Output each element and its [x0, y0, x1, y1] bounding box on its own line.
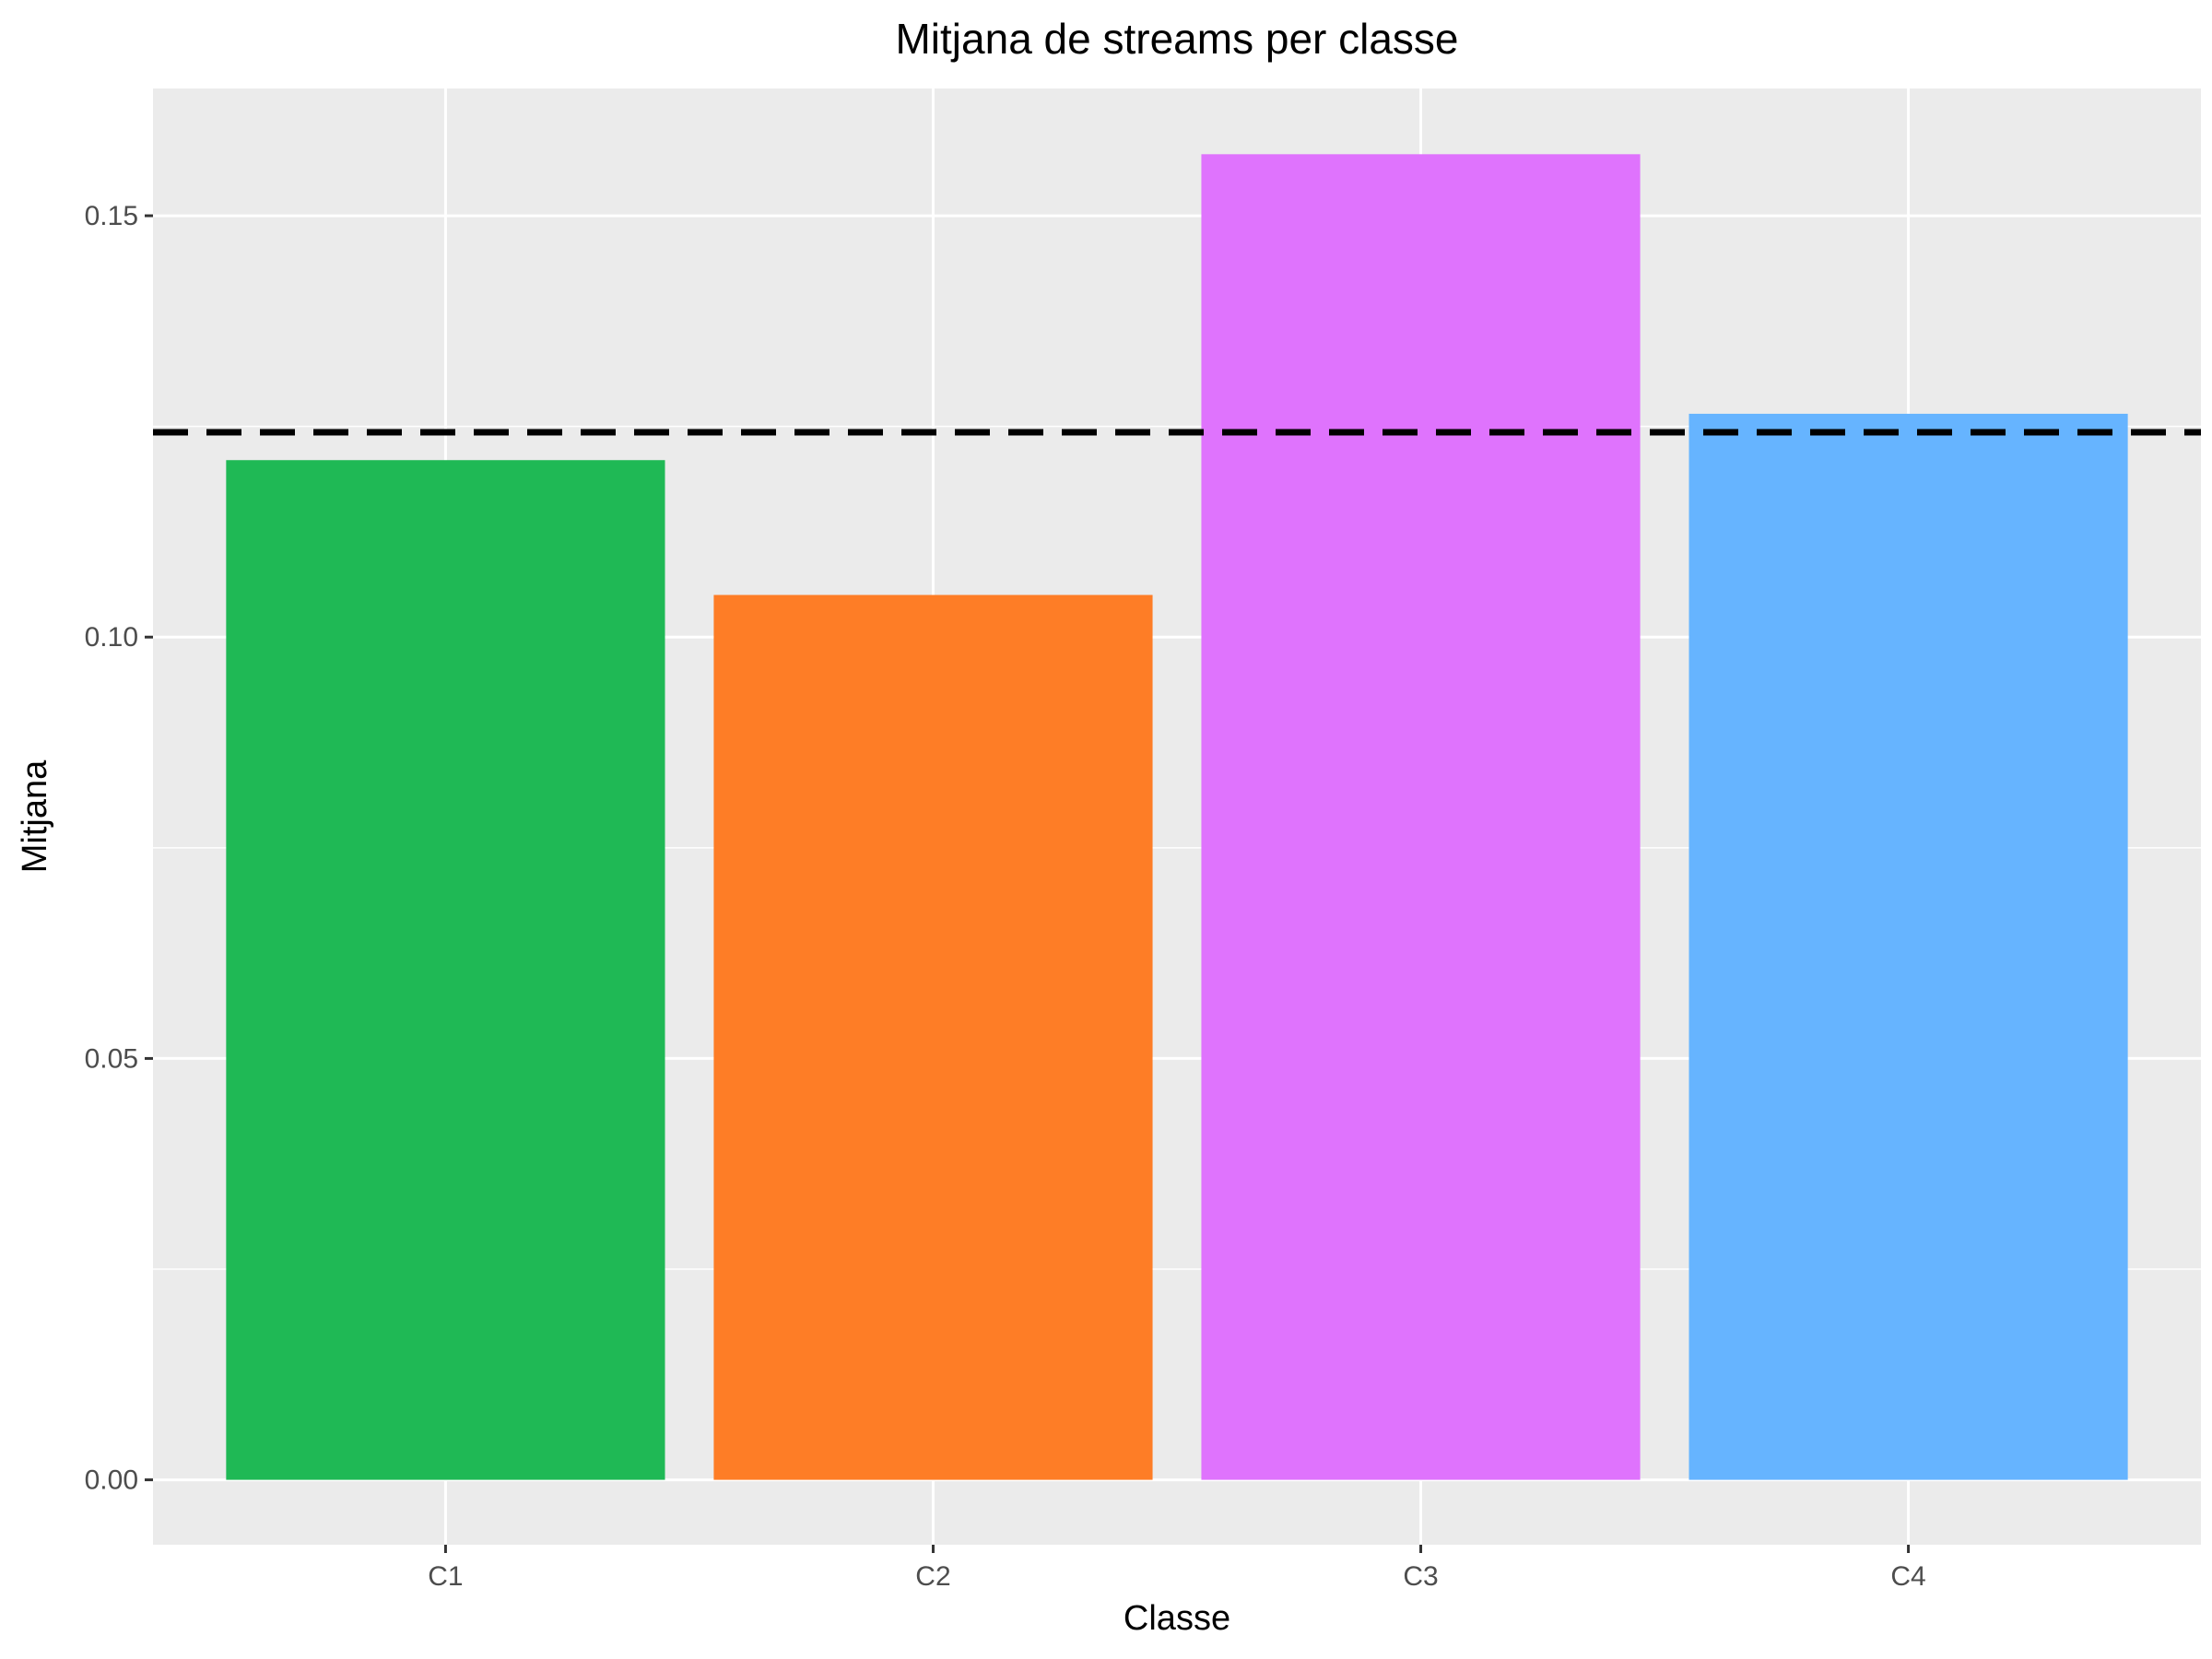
x-tick-label: C3	[1403, 1561, 1438, 1592]
bar-c4	[1688, 413, 2128, 1480]
x-tick-label: C1	[428, 1561, 463, 1592]
y-tick-label: 0.00	[85, 1465, 138, 1496]
x-axis: C1 C2 C3 C4	[428, 1545, 1926, 1592]
y-axis-title: Mitjana	[16, 759, 54, 873]
bars	[226, 154, 2128, 1480]
x-axis-title: Classe	[1124, 1599, 1230, 1638]
y-tick-label: 0.15	[85, 201, 138, 231]
y-axis: 0.00 0.05 0.10 0.15	[85, 201, 153, 1496]
chart-title: Mitjana de streams per classe	[895, 15, 1458, 63]
bar-c2	[713, 594, 1153, 1480]
bar-c1	[226, 460, 665, 1480]
bar-c3	[1201, 154, 1641, 1480]
y-tick-label: 0.05	[85, 1043, 138, 1074]
y-tick-label: 0.10	[85, 622, 138, 653]
x-tick-label: C4	[1890, 1561, 1925, 1592]
x-tick-label: C2	[915, 1561, 950, 1592]
